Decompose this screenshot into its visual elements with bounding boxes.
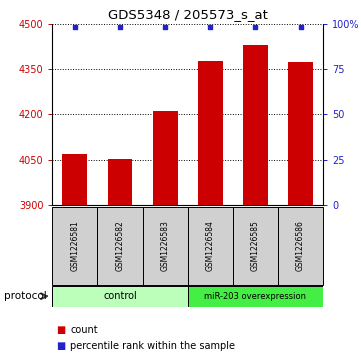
Point [162, 24, 168, 30]
Bar [243, 45, 268, 205]
Text: count: count [70, 325, 98, 335]
Text: ■: ■ [56, 325, 65, 335]
Bar [233, 207, 278, 285]
Text: GSM1226586: GSM1226586 [296, 220, 305, 272]
Point [207, 24, 213, 30]
Text: control: control [103, 291, 137, 301]
Bar [278, 207, 323, 285]
Text: GSM1226584: GSM1226584 [206, 220, 215, 272]
Text: percentile rank within the sample: percentile rank within the sample [70, 340, 235, 351]
Bar [188, 286, 323, 307]
Bar [52, 207, 97, 285]
Bar [153, 111, 178, 205]
Text: GSM1226582: GSM1226582 [116, 221, 125, 271]
Bar [62, 154, 87, 205]
Bar [288, 62, 313, 205]
Bar [188, 207, 233, 285]
Point [253, 24, 258, 30]
Text: GSM1226581: GSM1226581 [70, 221, 79, 271]
Bar [108, 159, 132, 205]
Point [298, 24, 304, 30]
Title: GDS5348 / 205573_s_at: GDS5348 / 205573_s_at [108, 8, 268, 21]
Text: ■: ■ [56, 340, 65, 351]
Text: miR-203 overexpression: miR-203 overexpression [204, 292, 306, 301]
Bar [198, 61, 223, 205]
Point [117, 24, 123, 30]
Bar [52, 286, 188, 307]
Text: GSM1226583: GSM1226583 [161, 220, 170, 272]
Text: GSM1226585: GSM1226585 [251, 220, 260, 272]
Bar [97, 207, 143, 285]
Text: protocol: protocol [4, 291, 46, 301]
Point [72, 24, 78, 30]
Bar [143, 207, 188, 285]
